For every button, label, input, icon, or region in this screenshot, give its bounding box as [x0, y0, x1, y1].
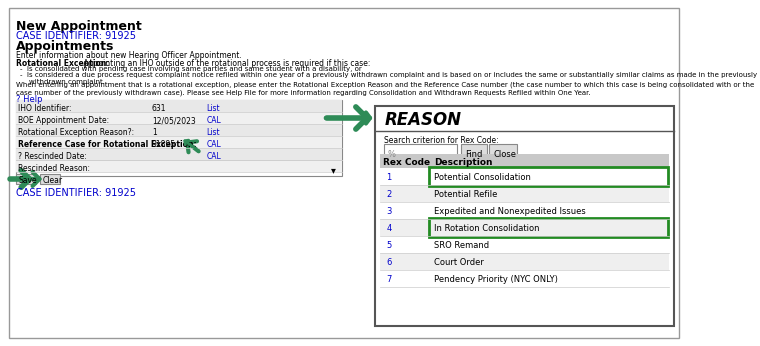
Text: Search criterion for Rex Code:: Search criterion for Rex Code:	[385, 136, 499, 145]
Text: 5: 5	[386, 241, 391, 250]
Text: When entering an appointment that is a rotational exception, please enter the Ro: When entering an appointment that is a r…	[16, 82, 755, 96]
Bar	[16, 112, 342, 124]
FancyBboxPatch shape	[40, 174, 60, 184]
Text: In Rotation Consolidation: In Rotation Consolidation	[434, 224, 540, 233]
Bar	[16, 100, 342, 112]
Text: REASON: REASON	[385, 111, 461, 129]
Text: %: %	[387, 150, 395, 159]
Text: Appointing an IHO outside of the rotational process is required if this case:: Appointing an IHO outside of the rotatio…	[81, 59, 371, 68]
Text: ? Rescinded Date:: ? Rescinded Date:	[18, 152, 87, 161]
Text: Rex Code: Rex Code	[383, 158, 430, 167]
Text: 631: 631	[152, 104, 166, 113]
Text: 7: 7	[386, 275, 391, 284]
FancyBboxPatch shape	[9, 8, 679, 338]
FancyArrowPatch shape	[10, 171, 30, 187]
Text: Potential Refile: Potential Refile	[434, 190, 498, 199]
Text: CAL: CAL	[206, 152, 221, 161]
Bar	[16, 136, 342, 148]
Bar	[380, 168, 670, 185]
Text: -  Is consolidated with pending case involving same parties and same student wit: - Is consolidated with pending case invo…	[20, 66, 362, 72]
FancyBboxPatch shape	[375, 106, 674, 326]
Text: ▾: ▾	[331, 165, 336, 175]
Bar	[16, 160, 342, 172]
Text: Find: Find	[465, 150, 483, 159]
Text: CASE IDENTIFIER: 91925: CASE IDENTIFIER: 91925	[16, 31, 136, 41]
FancyBboxPatch shape	[461, 144, 486, 158]
Bar	[380, 236, 670, 253]
Text: 1: 1	[152, 128, 157, 137]
Text: Rescinded Reason:: Rescinded Reason:	[18, 164, 90, 173]
Bar	[16, 124, 342, 136]
Bar	[380, 219, 670, 236]
FancyArrowPatch shape	[19, 172, 40, 186]
Text: Court Order: Court Order	[434, 258, 484, 267]
Text: IHO Identifier:: IHO Identifier:	[18, 104, 71, 113]
FancyBboxPatch shape	[489, 144, 517, 158]
Text: New Appointment: New Appointment	[16, 20, 142, 33]
Text: 2: 2	[386, 190, 391, 199]
Text: Close: Close	[493, 150, 516, 159]
Text: ? Help: ? Help	[16, 95, 43, 104]
Text: 1: 1	[386, 173, 391, 182]
Text: 12/05/2023: 12/05/2023	[152, 116, 196, 125]
Bar	[380, 253, 670, 270]
Text: Rotational Exception Reason?:: Rotational Exception Reason?:	[18, 128, 135, 137]
Text: -  Is considered a due process request complaint notice refiled within one year : - Is considered a due process request co…	[20, 72, 757, 85]
Text: Save: Save	[19, 176, 38, 185]
Text: 4: 4	[386, 224, 391, 233]
Bar	[380, 154, 670, 168]
Text: CAL: CAL	[206, 116, 221, 125]
FancyBboxPatch shape	[16, 100, 342, 176]
Text: 6: 6	[386, 258, 391, 267]
Text: Expedited and Nonexpedited Issues: Expedited and Nonexpedited Issues	[434, 207, 586, 216]
Text: CASE IDENTIFIER: 91925: CASE IDENTIFIER: 91925	[16, 188, 136, 198]
Text: Appointments: Appointments	[16, 40, 115, 53]
Bar	[16, 148, 342, 160]
Text: 91895: 91895	[152, 140, 176, 149]
Text: Enter information about new Hearing Officer Appointment.: Enter information about new Hearing Offi…	[16, 51, 242, 60]
Text: List: List	[206, 104, 220, 113]
Text: CAL: CAL	[206, 140, 221, 149]
Text: Potential Consolidation: Potential Consolidation	[434, 173, 531, 182]
Text: Clear: Clear	[43, 176, 62, 185]
Text: Pendency Priority (NYC ONLY): Pendency Priority (NYC ONLY)	[434, 275, 558, 284]
FancyArrowPatch shape	[327, 107, 367, 129]
FancyBboxPatch shape	[385, 144, 457, 158]
Text: Description: Description	[434, 158, 492, 167]
FancyArrowPatch shape	[187, 141, 198, 152]
FancyBboxPatch shape	[16, 174, 36, 184]
Bar	[380, 270, 670, 287]
Text: SRO Remand: SRO Remand	[434, 241, 489, 250]
Text: BOE Appointment Date:: BOE Appointment Date:	[18, 116, 109, 125]
Text: Reference Case for Rotational Exception:: Reference Case for Rotational Exception:	[18, 140, 197, 149]
Bar	[380, 185, 670, 202]
Text: List: List	[206, 128, 220, 137]
Text: Rotational Exception:: Rotational Exception:	[16, 59, 109, 68]
Bar	[380, 202, 670, 219]
Text: 3: 3	[386, 207, 391, 216]
